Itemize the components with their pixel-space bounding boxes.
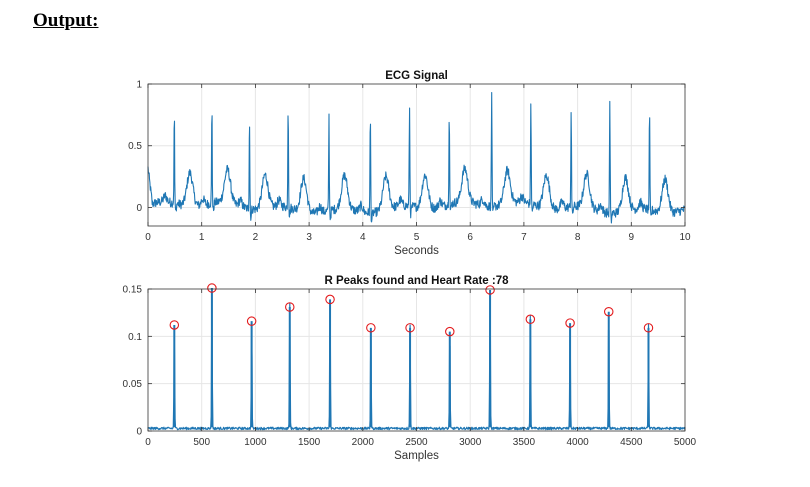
ecg-xtick-label: 7 <box>521 232 527 243</box>
rpeaks-xtick-label: 0 <box>145 437 151 448</box>
rpeaks-xtick-label: 3000 <box>459 437 482 448</box>
rpeaks-xtick-label: 2500 <box>405 437 428 448</box>
rpeak-marker <box>525 314 536 325</box>
rpeaks-xtick-label: 4000 <box>566 437 589 448</box>
rpeaks-xtick-label: 4500 <box>620 437 643 448</box>
rpeak-marker <box>485 285 495 295</box>
ecg-xtick-label: 4 <box>360 232 366 243</box>
rpeaks-xtick-label: 5000 <box>674 437 697 448</box>
ecg-xtick-label: 10 <box>679 232 691 243</box>
ecg-xtick-label: 1 <box>199 232 205 243</box>
ecg-signal-chart: 0 1 2 3 4 5 6 7 8 9 10 0 0.5 1 ECG Signal Seconds <box>128 70 691 257</box>
rpeak-marker <box>285 302 295 312</box>
ecg-ytick-label: 0 <box>136 203 142 214</box>
ecg-xtick-label: 8 <box>575 232 581 243</box>
ecg-xtick-label: 0 <box>145 232 151 243</box>
rpeak-marker <box>405 323 415 333</box>
ecg-xtick-label: 3 <box>306 232 312 243</box>
ecg-ytick-label: 1 <box>136 80 142 91</box>
rpeak-marker <box>325 294 335 305</box>
rpeaks-xlabel: Samples <box>394 450 439 462</box>
rpeaks-ytick-label: 0.05 <box>123 379 143 390</box>
rpeaks-xtick-label: 3500 <box>513 437 536 448</box>
rpeaks-xtick-label: 1500 <box>298 437 321 448</box>
rpeak-marker <box>246 316 257 326</box>
page-heading: Output: <box>33 10 99 31</box>
rpeak-marker <box>366 323 376 333</box>
r-peaks-chart: 0 500 1000 1500 2000 2500 3000 3500 4000 4500 5000… <box>123 275 697 462</box>
rpeaks-ytick-label: 0.15 <box>123 285 143 296</box>
rpeak-marker <box>603 306 614 317</box>
rpeaks-xtick-label: 500 <box>193 437 210 448</box>
ecg-xtick-label: 6 <box>467 232 473 243</box>
rpeak-marker <box>445 326 455 337</box>
ecg-xtick-label: 2 <box>253 232 259 243</box>
ecg-ytick-label: 0.5 <box>128 141 142 152</box>
rpeaks-xtick-label: 2000 <box>352 437 375 448</box>
ecg-xtick-label: 9 <box>629 232 635 243</box>
rpeak-marker <box>643 323 654 333</box>
ecg-xlabel: Seconds <box>394 245 439 257</box>
rpeak-marker <box>169 320 180 330</box>
rpeaks-title: R Peaks found and Heart Rate :78 <box>324 275 509 287</box>
ecg-signal-line <box>147 91 686 224</box>
ecg-xtick-label: 5 <box>414 232 420 243</box>
ecg-title: ECG Signal <box>385 70 448 82</box>
rpeak-marker <box>207 283 217 293</box>
rpeaks-ytick-label: 0.1 <box>128 332 142 343</box>
rpeaks-xtick-label: 1000 <box>244 437 267 448</box>
rpeak-marker <box>565 318 575 328</box>
rpeaks-ytick-label: 0 <box>136 427 142 438</box>
